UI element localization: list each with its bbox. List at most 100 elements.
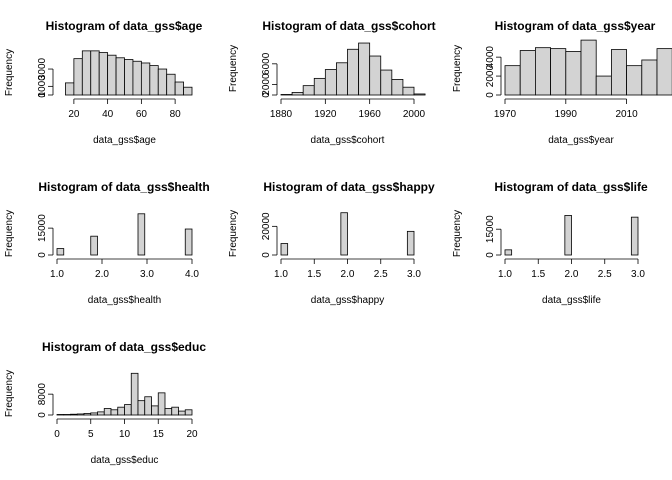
x-tick-label: 4.0: [185, 269, 199, 280]
histogram-bar: [76, 413, 85, 416]
histogram-bar: [580, 39, 597, 96]
x-tick-label: 1.0: [498, 269, 512, 280]
histogram-bar: [140, 62, 151, 96]
histogram-bar: [504, 249, 513, 256]
histogram-bar: [406, 230, 415, 256]
histogram-bar: [336, 62, 348, 96]
histogram-bar: [413, 93, 426, 96]
y-tick-label: 20000: [261, 212, 272, 240]
histogram-bar: [81, 50, 92, 96]
x-tick-label: 1.0: [50, 269, 64, 280]
x-tick-label: 2.5: [374, 269, 388, 280]
y-axis-label: Frequency: [4, 49, 15, 96]
y-tick-label: 0: [261, 92, 272, 98]
x-axis-label: data_gss$age: [93, 135, 156, 146]
histogram-bar: [611, 49, 628, 96]
x-tick-label: 2000: [403, 109, 426, 120]
y-tick-label: 3000: [37, 57, 48, 80]
y-tick-label: 2000: [261, 73, 272, 96]
histogram-panel: Histogram of data_gss$happy 1.0 1.5 2.0 2.5 3…: [228, 180, 435, 306]
histogram-bar: [124, 59, 134, 96]
histogram-bar: [117, 406, 125, 416]
chart-title: Histogram of data_gss$age: [46, 19, 203, 33]
x-tick-label: 1990: [555, 109, 578, 120]
histogram-bar: [56, 248, 65, 256]
x-tick-label: 3.0: [140, 269, 154, 280]
histogram-bar: [174, 81, 184, 96]
histogram-panel: Histogram of data_gss$health 1.0 2.0 3.0 4.0…: [4, 180, 210, 306]
x-axis-label: data_gss$cohort: [311, 135, 385, 146]
histogram-bar: [391, 79, 404, 96]
y-tick-label: 15000: [37, 214, 48, 242]
histogram-bar: [70, 413, 78, 416]
histogram-bar: [107, 54, 117, 96]
histogram-bar: [402, 86, 415, 96]
x-tick-label: 2.0: [565, 269, 579, 280]
histogram-bar: [97, 411, 105, 416]
x-tick-label: 10: [119, 429, 131, 440]
histogram-bar: [90, 235, 98, 256]
y-axis-label: Frequency: [452, 210, 463, 257]
histogram-bar: [157, 68, 168, 96]
chart-title: Histogram of data_gss$cohort: [262, 19, 435, 33]
histogram-bar: [184, 409, 193, 416]
histogram-bar: [132, 60, 142, 96]
histogram-bar: [73, 58, 83, 96]
chart-title: Histogram of data_gss$year: [495, 19, 656, 33]
histogram-bar: [641, 59, 658, 96]
histogram-bar: [56, 414, 65, 416]
histogram-bar: [144, 396, 152, 416]
histogram-bar: [171, 406, 179, 416]
x-tick-label: 1880: [270, 109, 293, 120]
x-tick-label: 15: [153, 429, 165, 440]
histogram-bar: [630, 216, 639, 256]
histogram-bar: [565, 51, 582, 96]
histogram-bar: [157, 392, 166, 416]
y-tick-label: 2000: [485, 65, 496, 88]
chart-title: Histogram of data_gss$life: [494, 180, 648, 194]
chart-title: Histogram of data_gss$educ: [42, 340, 206, 354]
histogram-bar: [90, 50, 100, 96]
x-tick-label: 3.0: [407, 269, 421, 280]
histogram-bar: [324, 69, 337, 96]
histogram-bar: [280, 243, 289, 256]
x-tick-label: 2.5: [598, 269, 612, 280]
histogram-bar: [103, 408, 112, 416]
histogram-bar: [564, 215, 572, 256]
histogram-bar: [626, 65, 643, 96]
y-tick-label: 15000: [485, 215, 496, 243]
x-tick-label: 1970: [494, 109, 517, 120]
chart-title: Histogram of data_gss$health: [38, 180, 209, 194]
x-tick-label: 20: [68, 109, 80, 120]
bars: [56, 372, 193, 416]
y-tick-label: 0: [37, 92, 48, 98]
histogram-bar: [149, 65, 159, 96]
histogram-bar: [151, 405, 159, 416]
bars: [504, 39, 672, 96]
x-tick-label: 0: [54, 429, 60, 440]
histogram-panel: Histogram of data_gss$life 1.0 1.5 2.0 2.5 3.…: [452, 180, 648, 306]
x-tick-label: 80: [170, 109, 182, 120]
y-axis-label: Frequency: [452, 45, 463, 92]
y-tick-label: 0: [485, 252, 496, 258]
histogram-bar: [63, 414, 71, 416]
x-axis-label: data_gss$educ: [91, 455, 159, 466]
x-tick-label: 1.0: [274, 269, 288, 280]
histogram-bar: [291, 92, 304, 96]
histogram-bar: [656, 48, 672, 96]
x-tick-label: 1960: [359, 109, 382, 120]
bars: [280, 42, 426, 96]
histogram-bar: [178, 410, 186, 416]
histogram-bar: [595, 75, 612, 96]
y-tick-label: 8000: [37, 383, 48, 406]
histogram-bar: [124, 404, 132, 416]
histogram-bar: [115, 57, 125, 96]
x-tick-label: 20: [186, 429, 198, 440]
histogram-bar: [166, 73, 176, 96]
histogram-panel: Histogram of data_gss$cohort 1880 1920 1960…: [228, 19, 436, 146]
histogram-bar: [535, 47, 552, 96]
histogram-bar: [90, 412, 98, 416]
y-tick-label: 0: [485, 92, 496, 98]
histogram-bar: [313, 77, 326, 96]
bars: [504, 215, 639, 256]
